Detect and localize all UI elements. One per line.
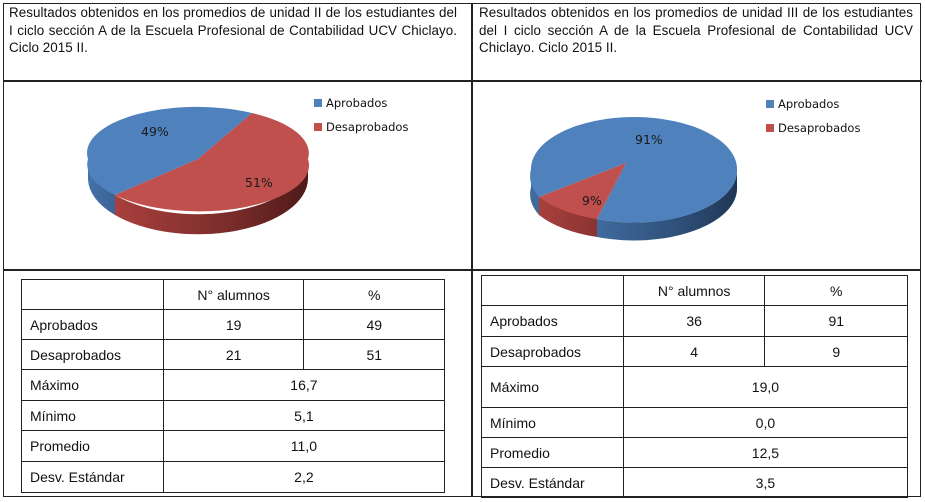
stat-label: Máximo [21, 369, 164, 401]
legend-swatch-blue-icon [766, 100, 774, 108]
row-divider-left-title [4, 80, 471, 82]
table-row: Aprobados 19 49 [21, 309, 445, 340]
table-header-row: N° alumnos % [481, 275, 908, 306]
right-slice-label-desaprobados: 9% [582, 193, 602, 208]
table-row: Mínimo 5,1 [21, 400, 446, 431]
legend-label: Desaprobados [778, 121, 861, 135]
stat-value: 19,0 [622, 366, 909, 408]
row-divider-right-title [471, 80, 922, 82]
cell-count: 36 [622, 305, 766, 337]
stat-label: Desv. Estándar [481, 467, 624, 498]
table-row: Desaprobados 4 9 [481, 336, 908, 367]
header-cell-percent: % [303, 279, 445, 310]
left-pie-chart: 49% 51% Aprobados Desaprobados [0, 82, 466, 268]
header-cell-n-alumnos: N° alumnos [162, 279, 305, 310]
header-cell-empty [481, 275, 624, 306]
left-panel-title: Resultados obtenidos en los promedios de… [9, 5, 457, 55]
column-divider [471, 4, 473, 496]
stat-value: 12,5 [622, 437, 909, 468]
stat-value: 5,1 [162, 400, 446, 431]
row-label: Aprobados [481, 305, 624, 337]
table-row: Máximo 16,7 [21, 369, 446, 401]
left-legend: Aprobados Desaprobados [314, 91, 408, 139]
stat-value: 2,2 [162, 461, 446, 493]
legend-item-aprobados: Aprobados [314, 91, 408, 115]
document-table [3, 3, 922, 497]
legend-item-aprobados: Aprobados [766, 92, 860, 116]
table-row: Mínimo 0,0 [481, 407, 909, 438]
legend-swatch-red-icon [766, 124, 774, 132]
stat-label: Máximo [481, 366, 624, 408]
table-header-row: N° alumnos % [21, 279, 445, 310]
row-divider-chart [4, 269, 920, 271]
left-slice-label-desaprobados: 51% [245, 175, 273, 190]
table-row: Promedio 12,5 [481, 437, 909, 468]
table-row: Desv. Estándar 3,5 [481, 467, 909, 498]
legend-label: Aprobados [778, 97, 840, 111]
stat-label: Promedio [21, 430, 164, 462]
stat-label: Mínimo [481, 407, 624, 438]
cell-percent: 49 [303, 309, 445, 340]
stat-value: 16,7 [162, 369, 446, 401]
cell-percent: 9 [764, 336, 908, 367]
stat-label: Promedio [481, 437, 624, 468]
right-stats-table: N° alumnos % Aprobados 36 91 Desaprobado… [481, 275, 909, 498]
legend-label: Aprobados [326, 96, 388, 110]
stat-label: Mínimo [21, 400, 164, 431]
left-stats-table: N° alumnos % Aprobados 19 49 Desaprobado… [21, 279, 446, 493]
cell-percent: 91 [764, 305, 908, 337]
row-label: Desaprobados [21, 339, 164, 370]
header-cell-percent: % [764, 275, 908, 306]
header-cell-n-alumnos: N° alumnos [622, 275, 766, 306]
table-row: Desv. Estándar 2,2 [21, 461, 446, 493]
row-label: Aprobados [21, 309, 164, 340]
right-pie-svg [530, 117, 738, 241]
cell-count: 21 [162, 339, 305, 370]
legend-item-desaprobados: Desaprobados [314, 115, 408, 139]
cell-percent: 51 [303, 339, 445, 370]
legend-swatch-blue-icon [314, 99, 322, 107]
legend-swatch-red-icon [314, 123, 322, 131]
header-cell-empty [21, 279, 164, 310]
left-slice-label-aprobados: 49% [141, 124, 169, 139]
stat-value: 11,0 [162, 430, 446, 462]
right-legend: Aprobados Desaprobados [766, 92, 860, 140]
stat-value: 0,0 [622, 407, 909, 438]
table-row: Promedio 11,0 [21, 430, 446, 462]
legend-label: Desaprobados [326, 120, 409, 134]
legend-item-desaprobados: Desaprobados [766, 116, 860, 140]
cell-count: 4 [622, 336, 766, 367]
table-row: Máximo 19,0 [481, 366, 909, 408]
left-pie-svg [87, 106, 310, 235]
cell-count: 19 [162, 309, 305, 340]
right-panel-title: Resultados obtenidos en los promedios de… [479, 5, 913, 55]
table-row: Desaprobados 21 51 [21, 339, 445, 370]
stat-value: 3,5 [622, 467, 909, 498]
right-slice-label-aprobados: 91% [635, 132, 663, 147]
row-label: Desaprobados [481, 336, 624, 367]
right-pie-chart: 91% 9% Aprobados Desaprobados [469, 82, 918, 268]
stat-label: Desv. Estándar [21, 461, 164, 493]
table-row: Aprobados 36 91 [481, 305, 908, 337]
